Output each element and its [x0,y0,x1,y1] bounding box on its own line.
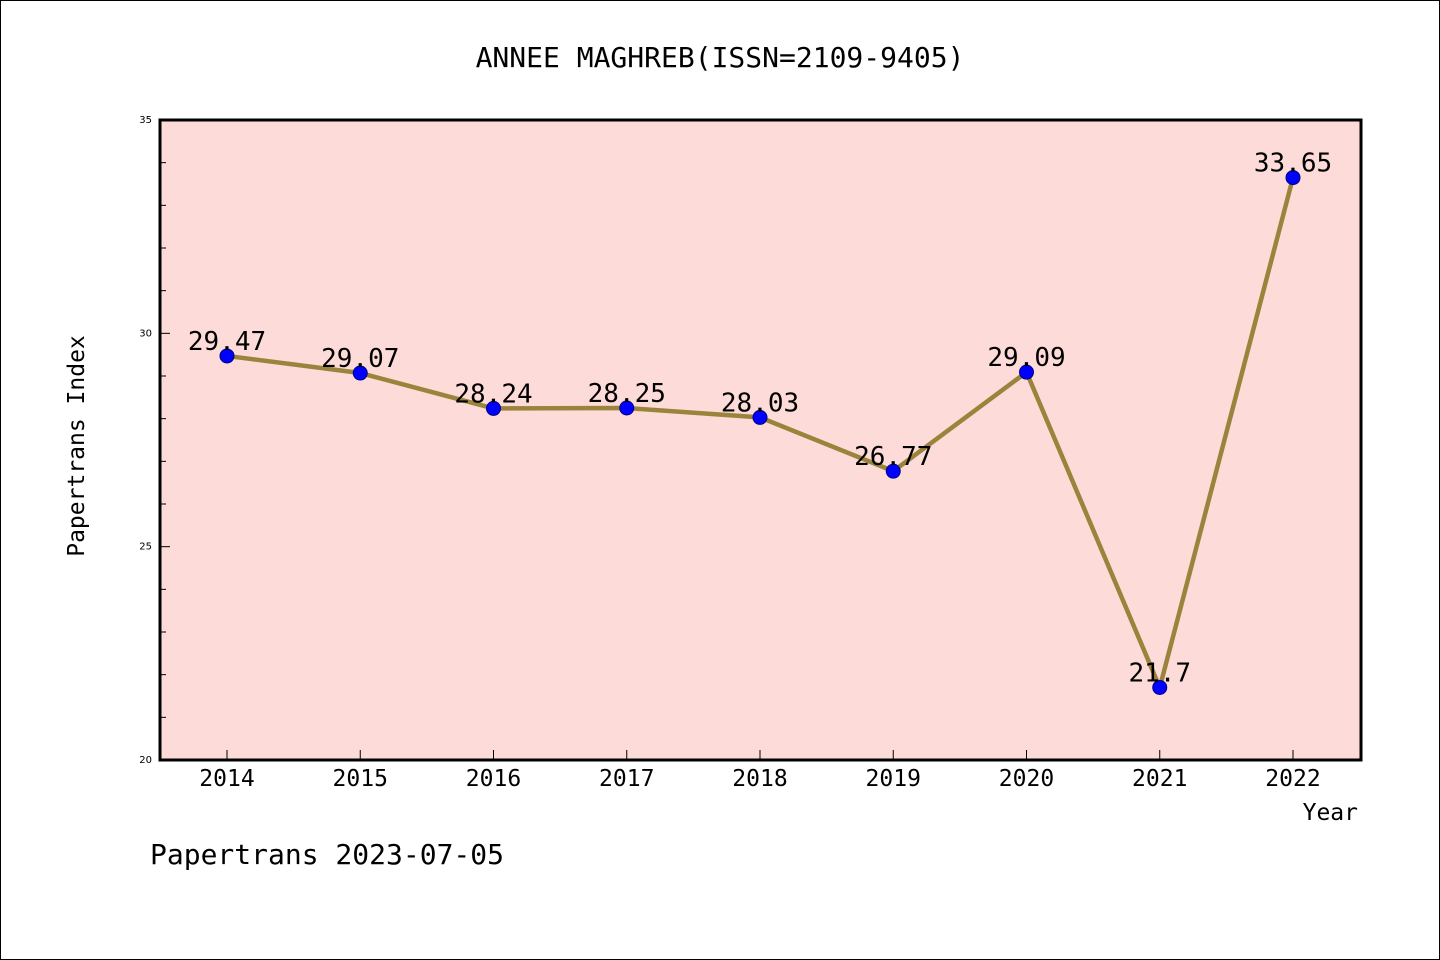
chart-title: ANNEE MAGHREB(ISSN=2109-9405) [476,41,965,74]
x-tick-label: 2021 [1132,766,1187,792]
x-tick-label: 2015 [333,766,388,792]
data-label: 29.07 [321,344,399,374]
data-label: 26.77 [854,442,932,472]
data-point [1019,364,1034,380]
data-point [219,348,235,364]
data-point [1152,679,1168,695]
data-label: 33.65 [1254,149,1332,179]
x-tick-label: 2014 [199,766,254,792]
y-tick-label: 35 [139,115,152,126]
data-point [619,400,635,416]
data-point [352,365,368,381]
data-point [752,409,768,425]
x-axis-label: Year [1303,800,1358,826]
footer-text: Papertrans 2023-07-05 [150,838,504,871]
x-tick-label: 2022 [1265,766,1320,792]
series-markers [219,170,1301,695]
data-point [885,463,901,479]
x-tick-label: 2020 [999,766,1054,792]
x-tick-label: 2019 [866,766,921,792]
x-tick-label: 2018 [732,766,787,792]
plot-area [160,120,1361,760]
y-tick-label: 20 [139,755,152,766]
data-labels: 29.47 29.07 28.24 28.25 28.03 26.77 29.09 21.7 3… [188,149,1332,689]
x-axis-ticks: 2014 2015 2016 2017 2018 2019 2020 2021 2022 [199,750,1321,792]
x-tick-label: 2017 [599,766,654,792]
plot-border [158,118,1363,762]
data-label: 21.7 [1128,658,1191,688]
x-tick-label: 2016 [466,766,521,792]
y-tick-label: 25 [139,542,152,553]
y-tick-label: 30 [139,328,152,339]
data-label: 28.24 [454,379,532,409]
data-label: 29.09 [987,343,1065,373]
data-label: 29.47 [188,327,266,357]
data-label: 28.25 [588,379,666,409]
data-label: 28.03 [721,388,799,418]
y-axis-label: Papertrans Index [64,335,90,557]
data-point [1285,170,1301,186]
data-point [486,400,501,416]
